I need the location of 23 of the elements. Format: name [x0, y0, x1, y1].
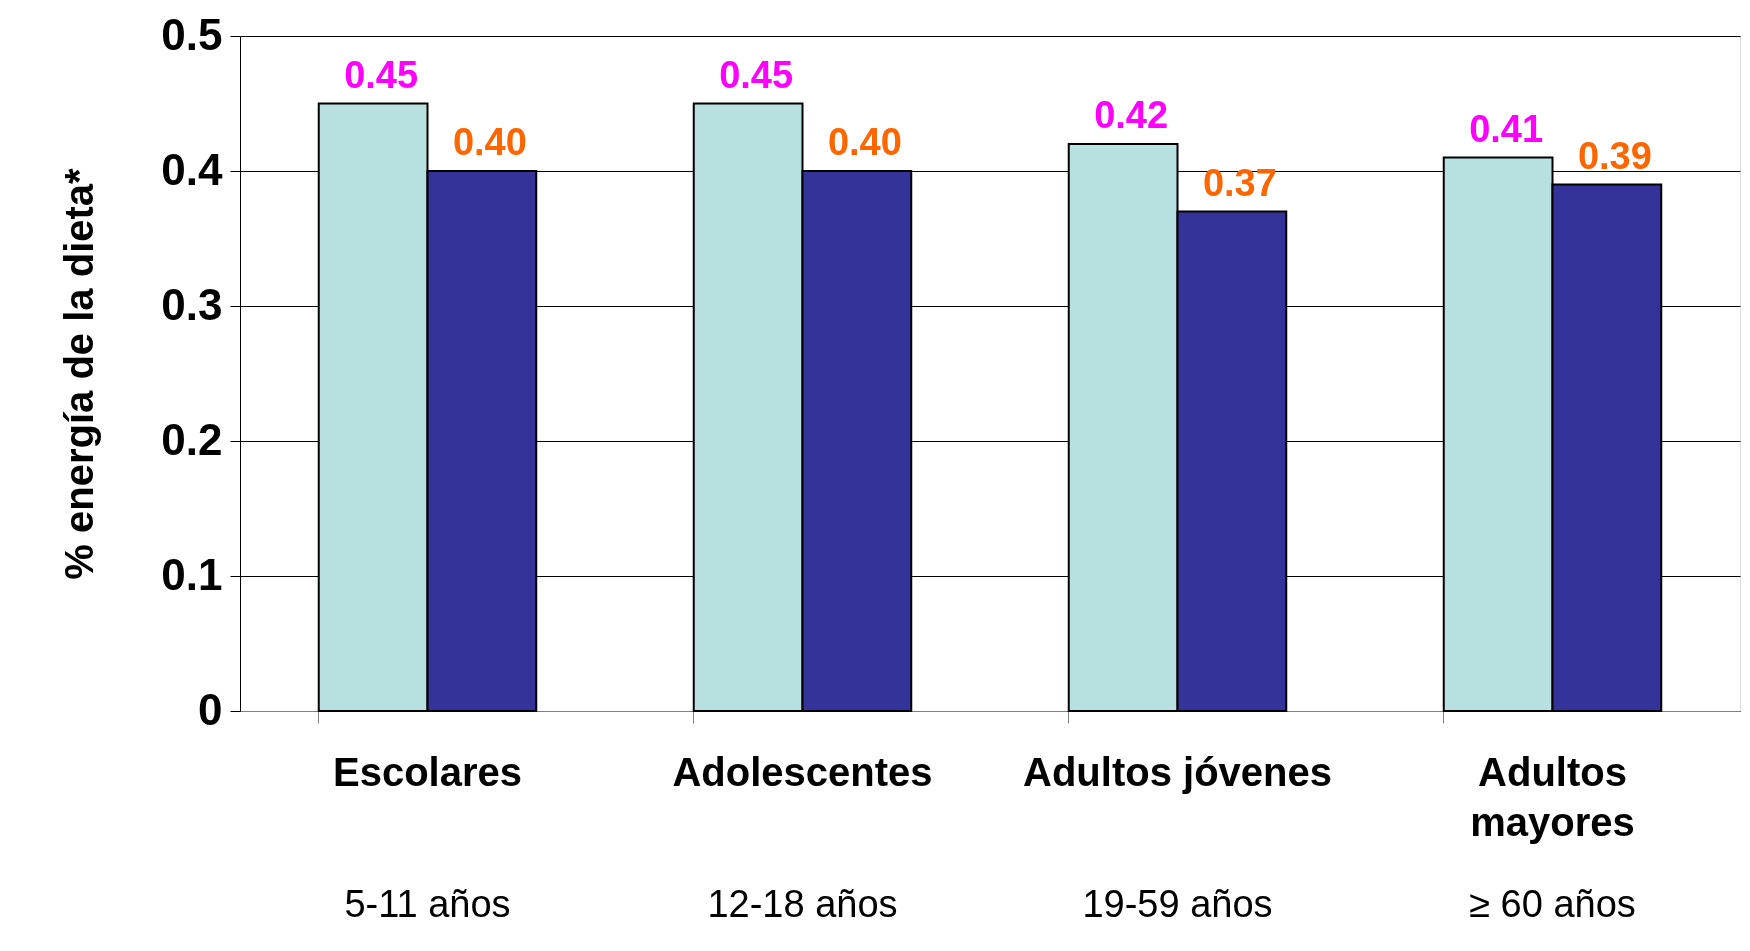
y-tick-label: 0 [198, 684, 223, 734]
y-tick-label: 0.4 [161, 144, 224, 194]
text: 5-11 años [344, 883, 511, 925]
data-label: 0.37 [1202, 161, 1277, 204]
data-label: 0.45 [344, 53, 419, 96]
y-tick-label: 0.5 [161, 9, 223, 59]
x-tick-label: Adultos jóvenes [1023, 749, 1332, 794]
data-label: 0.40 [452, 121, 527, 163]
text: 12-18 años [707, 883, 898, 925]
text: ≥ 60 años [1469, 883, 1636, 925]
data-label: 0.39 [1577, 134, 1652, 177]
y-tick-label: 0.1 [161, 549, 223, 599]
data-label: 0.42 [1094, 94, 1169, 136]
y-tick-label: 0.2 [161, 414, 223, 464]
x-tick-label: Escolares [332, 749, 523, 794]
data-label: 0.45 [719, 53, 794, 96]
data-label: 0.41 [1469, 107, 1544, 150]
y-axis-title: % energía de la dieta* [57, 167, 102, 580]
y-tick-label: 0.3 [161, 279, 223, 329]
x-tick-label: Adolescentes [672, 749, 933, 794]
x-tick-label: Adultos mayores [1470, 749, 1635, 844]
data-label: 0.40 [827, 121, 902, 163]
text: 19-59 años [1082, 883, 1273, 925]
